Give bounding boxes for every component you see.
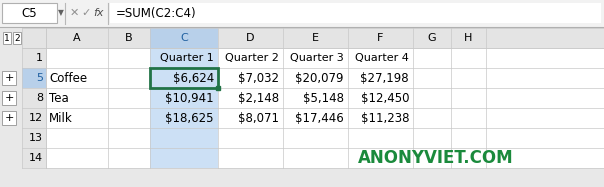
Text: Tea: Tea	[49, 91, 69, 105]
Text: 8: 8	[36, 93, 43, 103]
Text: 12: 12	[29, 113, 43, 123]
Bar	[150, 68, 218, 88]
Text: $5,148: $5,148	[303, 91, 344, 105]
Text: A: A	[73, 33, 81, 43]
Text: C: C	[180, 33, 188, 43]
Bar	[22, 68, 46, 88]
Bar	[13, 32, 21, 44]
Text: $7,032: $7,032	[238, 71, 279, 85]
Text: D: D	[246, 33, 255, 43]
Bar	[22, 128, 46, 148]
Text: 13: 13	[29, 133, 43, 143]
Bar	[46, 48, 604, 168]
Text: fx: fx	[94, 8, 104, 18]
Text: $20,079: $20,079	[295, 71, 344, 85]
Bar	[150, 148, 218, 168]
Bar	[150, 68, 218, 88]
Bar	[22, 48, 46, 68]
Text: $6,624: $6,624	[173, 71, 214, 85]
Text: 14: 14	[29, 153, 43, 163]
Text: Milk: Milk	[49, 111, 72, 125]
Text: $10,941: $10,941	[165, 91, 214, 105]
Bar	[22, 88, 46, 108]
Text: ANONYVIET.COM: ANONYVIET.COM	[358, 149, 513, 167]
Text: Quarter 4: Quarter 4	[355, 53, 409, 63]
Text: 1: 1	[4, 33, 10, 42]
Bar	[150, 28, 218, 48]
Bar	[22, 148, 46, 168]
Text: Quarter 1: Quarter 1	[160, 53, 214, 63]
Text: G: G	[428, 33, 436, 43]
Text: $11,238: $11,238	[361, 111, 409, 125]
Text: $17,446: $17,446	[295, 111, 344, 125]
Bar	[2, 91, 16, 105]
Bar	[0, 0, 604, 27]
Text: ✓: ✓	[82, 8, 91, 18]
Text: $8,071: $8,071	[238, 111, 279, 125]
Text: ✕: ✕	[69, 8, 79, 18]
Bar	[22, 28, 46, 48]
Text: 1: 1	[36, 53, 43, 63]
Bar	[2, 111, 16, 125]
Bar	[46, 28, 604, 48]
Text: 2: 2	[14, 33, 20, 42]
Bar	[150, 128, 218, 148]
Bar	[2, 3, 57, 23]
Text: +: +	[4, 73, 14, 83]
Text: +: +	[4, 93, 14, 103]
Text: 5: 5	[36, 73, 43, 83]
Text: B: B	[125, 33, 133, 43]
Bar	[150, 48, 218, 68]
Text: ▼: ▼	[58, 8, 64, 18]
Text: E: E	[312, 33, 319, 43]
Bar	[2, 71, 16, 85]
Bar	[3, 32, 11, 44]
Text: Quarter 2: Quarter 2	[225, 53, 279, 63]
Text: H: H	[464, 33, 473, 43]
Bar	[150, 108, 218, 128]
Text: Coffee: Coffee	[49, 71, 87, 85]
Text: =SUM(C2:C4): =SUM(C2:C4)	[116, 7, 197, 19]
Bar	[0, 28, 604, 168]
Text: $18,625: $18,625	[165, 111, 214, 125]
Text: Quarter 3: Quarter 3	[291, 53, 344, 63]
Text: F: F	[378, 33, 384, 43]
Bar	[110, 3, 601, 23]
Text: $2,148: $2,148	[238, 91, 279, 105]
Bar	[150, 88, 218, 108]
Text: +: +	[4, 113, 14, 123]
Text: C5: C5	[22, 7, 37, 19]
Text: $12,450: $12,450	[361, 91, 409, 105]
Text: $27,198: $27,198	[361, 71, 409, 85]
Bar	[22, 108, 46, 128]
